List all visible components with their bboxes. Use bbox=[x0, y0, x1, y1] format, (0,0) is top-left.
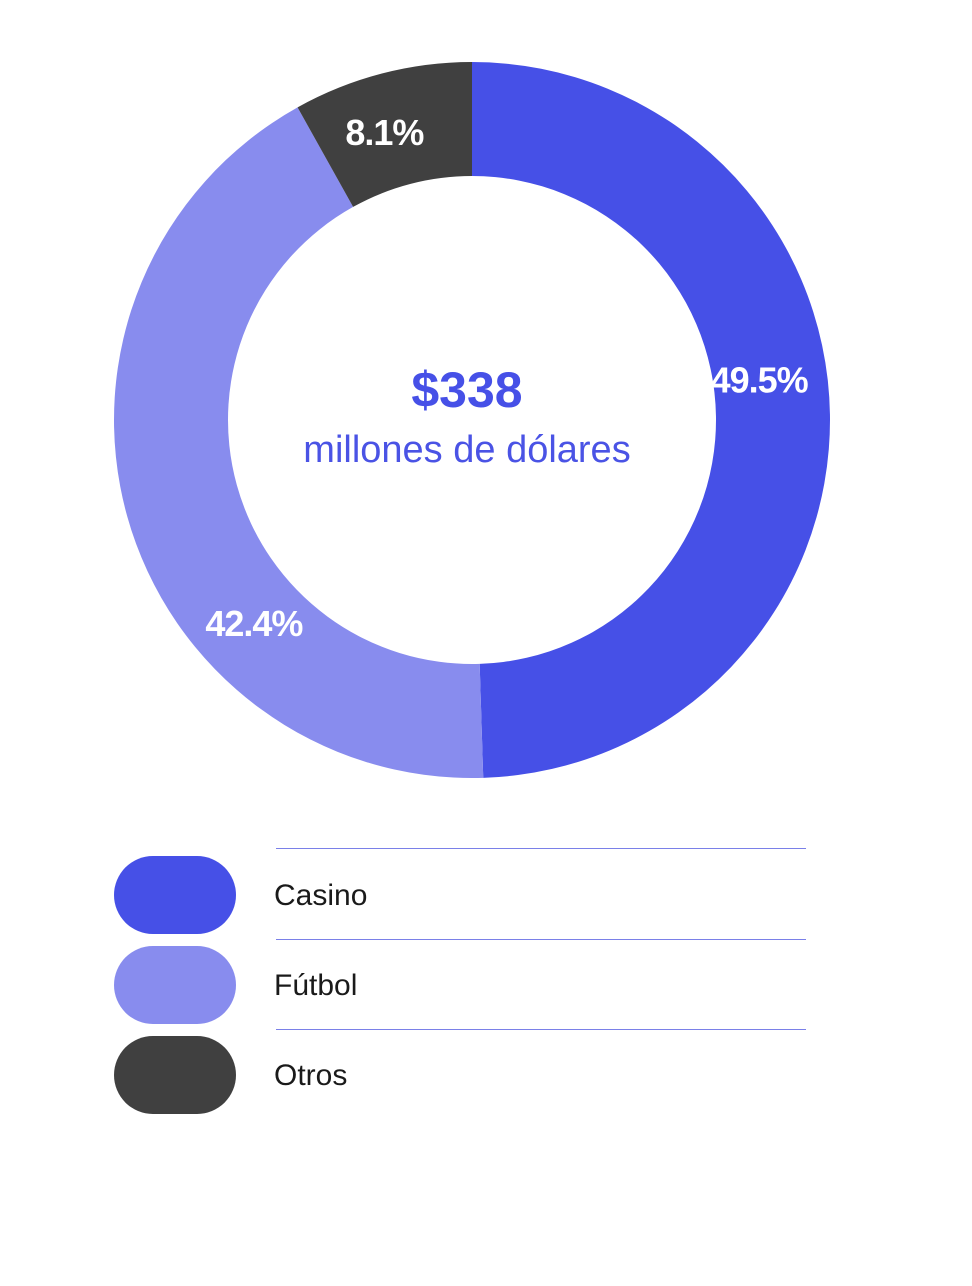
legend-label-otros: Otros bbox=[274, 1059, 348, 1092]
slice-label-casino: 49.5% bbox=[711, 359, 809, 400]
legend-swatch-otros bbox=[114, 1036, 236, 1114]
legend-item-futbol: Fútbol bbox=[0, 946, 972, 1024]
slice-label-ftbol: 42.4% bbox=[205, 603, 303, 644]
center-total-value: $338 bbox=[411, 362, 522, 418]
donut-slices bbox=[114, 62, 830, 778]
legend-divider bbox=[276, 1029, 806, 1030]
donut-slice-otros bbox=[297, 62, 472, 207]
legend-divider bbox=[276, 939, 806, 940]
legend-item-otros: Otros bbox=[0, 1036, 972, 1114]
donut-slice-ftbol bbox=[114, 107, 484, 778]
legend-item-casino: Casino bbox=[0, 856, 972, 934]
legend-label-casino: Casino bbox=[274, 879, 368, 912]
legend-swatch-futbol bbox=[114, 946, 236, 1024]
legend-divider bbox=[276, 848, 806, 849]
legend-swatch-casino bbox=[114, 856, 236, 934]
legend-label-futbol: Fútbol bbox=[274, 969, 358, 1002]
slice-labels: 49.5% 42.4% 8.1% bbox=[205, 112, 809, 644]
donut-slice-casino bbox=[472, 62, 830, 778]
slice-label-otros: 8.1% bbox=[345, 112, 424, 153]
donut-chart: 49.5% 42.4% 8.1% $338 millones de dólares bbox=[114, 62, 830, 778]
center-total-caption: millones de dólares bbox=[303, 429, 630, 471]
